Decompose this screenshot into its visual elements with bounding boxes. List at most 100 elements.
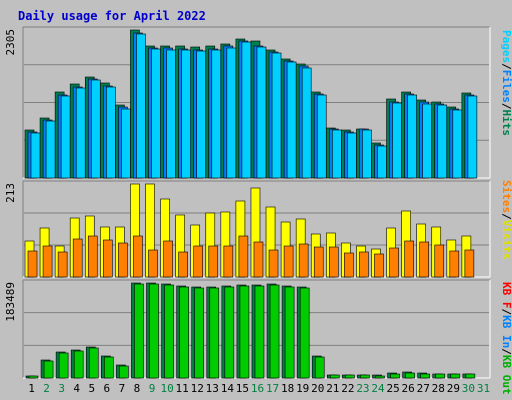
bar-sites-day-20	[313, 246, 324, 278]
bar-pages-day-26	[407, 94, 417, 179]
day-label: 1	[28, 382, 35, 395]
bar-kb-out-day-17	[269, 284, 280, 379]
panel-kbytes: 183489	[4, 279, 491, 379]
bar-kb-out-day-20	[314, 356, 325, 379]
legend-entry: Pages	[500, 30, 512, 63]
day-label: 14	[221, 382, 235, 395]
bar-kb-out-day-27	[420, 373, 430, 379]
bar-pages-day-29	[452, 109, 463, 179]
bar-sites-day-29	[449, 250, 460, 278]
bar-pages-day-23	[362, 129, 372, 179]
day-label: 27	[417, 382, 430, 395]
bar-pages-day-30	[467, 95, 478, 179]
bar-sites-day-28	[434, 244, 445, 278]
day-label: 24	[371, 382, 385, 395]
series-pages	[30, 33, 478, 179]
day-label: 26	[402, 382, 415, 395]
bar-kb-out-day-4	[73, 350, 84, 379]
bar-kb-out-day-8	[134, 283, 144, 379]
bar-sites-day-10	[163, 240, 173, 278]
legend-entry: /	[500, 309, 512, 316]
day-label: 20	[311, 382, 324, 395]
bar-kb-out-day-23	[360, 374, 370, 379]
bar-sites-day-23	[359, 251, 369, 278]
day-label: 18	[281, 382, 294, 395]
day-label: 30	[462, 382, 475, 395]
day-label: 28	[432, 382, 445, 395]
bar-kb-out-day-30	[465, 373, 476, 379]
bar-pages-day-15	[241, 41, 252, 179]
series-sites	[27, 235, 475, 278]
day-label: 12	[191, 382, 204, 395]
day-label: 15	[236, 382, 249, 395]
day-label: 3	[58, 382, 65, 395]
day-label: 6	[104, 382, 111, 395]
bar-kb-out-day-6	[104, 356, 114, 379]
legend-bottom: KB F/KB In/KB Out	[500, 282, 512, 395]
y-max-label: 183489	[4, 282, 17, 322]
bar-pages-day-18	[286, 61, 297, 179]
legend-entry: Visits	[500, 220, 512, 260]
bar-kb-out-day-11	[179, 286, 189, 379]
bar-pages-day-14	[226, 47, 237, 179]
bar-sites-day-30	[464, 249, 475, 278]
bar-pages-day-10	[166, 49, 176, 179]
day-label: 9	[149, 382, 156, 395]
bar-kb-out-day-18	[284, 286, 295, 379]
bar-sites-day-9	[148, 249, 158, 278]
day-label: 5	[88, 382, 95, 395]
bar-sites-day-14	[223, 245, 234, 278]
legend-entry: Sites	[500, 180, 512, 213]
bar-kb-out-day-14	[224, 286, 235, 379]
day-label: 10	[160, 382, 173, 395]
day-label: 25	[386, 382, 399, 395]
bar-pages-day-6	[106, 86, 116, 179]
bar-sites-day-11	[178, 251, 188, 278]
bar-pages-day-17	[271, 52, 282, 179]
bar-kb-out-day-16	[254, 285, 265, 379]
bar-sites-day-6	[103, 239, 113, 278]
bar-kb-out-day-5	[88, 347, 99, 379]
bar-sites-day-25	[389, 247, 399, 278]
bar-kb-out-day-24	[375, 375, 385, 379]
day-label: 19	[296, 382, 309, 395]
bar-pages-day-4	[75, 87, 86, 179]
bar-sites-day-16	[253, 241, 264, 278]
panel-hits-files-pages: 2305	[4, 26, 491, 179]
day-label: 22	[341, 382, 354, 395]
bar-pages-day-12	[196, 50, 207, 179]
bar-kb-out-day-7	[119, 365, 129, 379]
legend-entry: KB Out	[500, 355, 512, 395]
panel-visits-sites: 213	[4, 180, 491, 278]
bar-sites-day-7	[118, 242, 128, 278]
bar-sites-day-5	[87, 235, 98, 278]
legend-entry: Hits	[500, 110, 512, 137]
bar-kb-out-day-29	[450, 373, 461, 379]
bar-pages-day-13	[211, 49, 222, 179]
bar-kb-out-day-21	[329, 374, 340, 379]
bar-sites-day-2	[42, 245, 53, 278]
day-label: 11	[176, 382, 189, 395]
chart-panels: 2305 213 183489	[4, 26, 491, 379]
bar-sites-day-4	[72, 238, 83, 278]
day-label: 23	[356, 382, 369, 395]
bar-sites-day-21	[328, 246, 339, 278]
bar-kb-out-day-13	[209, 287, 220, 379]
bar-sites-day-8	[133, 235, 143, 278]
bar-kb-out-day-28	[435, 373, 446, 379]
bar-kb-out-day-10	[164, 284, 174, 379]
bar-sites-day-27	[419, 241, 429, 278]
day-label: 31	[477, 382, 490, 395]
bar-kb-out-day-3	[58, 352, 69, 379]
legend-entry: KB In	[500, 315, 512, 348]
bar-pages-day-11	[181, 49, 191, 179]
bar-sites-day-22	[344, 252, 354, 278]
bar-sites-day-18	[283, 245, 294, 278]
day-label: 17	[266, 382, 279, 395]
legend-top: Pages/Files/Hits	[500, 30, 512, 136]
bar-sites-day-12	[193, 245, 204, 278]
bar-sites-day-19	[298, 243, 309, 278]
bar-pages-day-7	[121, 108, 131, 179]
bar-pages-day-8	[136, 33, 146, 179]
